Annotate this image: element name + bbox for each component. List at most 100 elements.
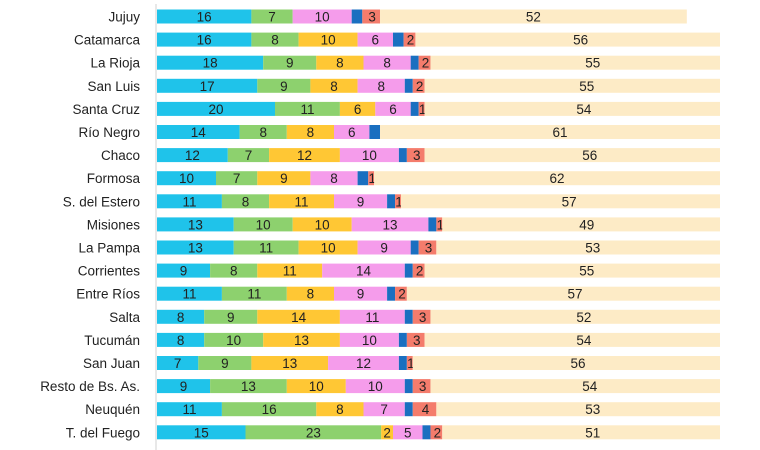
bar-segment [157, 240, 234, 255]
bar-segment [157, 125, 240, 139]
category-label: Corrientes [78, 264, 141, 279]
category-label: Tucumán [84, 333, 140, 348]
data-label: 3 [413, 333, 421, 348]
bar-segment [251, 32, 299, 47]
bar-segment [157, 171, 216, 186]
category-label: La Rioja [90, 56, 140, 71]
data-label: 8 [330, 171, 338, 186]
data-label: 15 [194, 425, 209, 440]
bar-segment [363, 402, 405, 417]
bar-segment [351, 217, 429, 232]
data-label: 10 [315, 217, 330, 232]
bar-segment [339, 101, 376, 116]
bar-segment [157, 9, 252, 24]
data-label: 55 [579, 79, 594, 94]
data-label: 13 [294, 333, 309, 348]
bar-segment [216, 171, 258, 186]
data-label: 56 [570, 356, 585, 371]
data-label: 1 [368, 171, 376, 186]
data-label: 56 [573, 33, 588, 48]
bar-segment [412, 309, 431, 324]
data-label: 9 [380, 241, 388, 256]
data-label: 9 [180, 379, 188, 394]
bar-segment [415, 32, 720, 47]
category-label: Misiones [87, 217, 141, 232]
data-label: 8 [177, 310, 185, 325]
bar-segment [375, 101, 411, 116]
category-label: Resto de Bs. As. [40, 379, 140, 394]
bar-segment [157, 425, 246, 440]
bar-segment [412, 356, 720, 370]
bar-segment [221, 402, 317, 417]
data-label: 9 [280, 79, 288, 94]
bar-segment [157, 194, 222, 209]
bar-segment [404, 263, 413, 278]
data-label: 54 [576, 333, 592, 348]
data-label: 10 [226, 333, 241, 348]
data-label: 17 [200, 79, 215, 94]
bar-segment [380, 125, 720, 139]
category-label: Chaco [101, 148, 140, 163]
bar-segment [257, 309, 340, 324]
data-label: 3 [368, 10, 376, 25]
data-label: 7 [380, 402, 388, 417]
bar-segment [210, 379, 287, 394]
bar-segment [387, 194, 396, 209]
data-label: 8 [336, 56, 344, 71]
bar-segment [269, 148, 340, 163]
data-label: 10 [256, 217, 271, 232]
data-label: 51 [585, 425, 600, 440]
bar-segment [198, 356, 252, 370]
bar-segment [424, 101, 720, 116]
data-label: 6 [372, 33, 380, 48]
data-label: 5 [404, 425, 412, 440]
category-label: San Juan [83, 356, 140, 371]
category-label: Entre Ríos [76, 287, 140, 302]
bar-segment [257, 171, 311, 186]
bar-segment [339, 148, 399, 163]
bar-segment [251, 9, 293, 24]
bar-segment [157, 217, 234, 232]
bar-segment [334, 194, 388, 209]
category-label: Neuquén [85, 402, 140, 417]
bar-segment [393, 32, 404, 47]
category-label: La Pampa [78, 241, 140, 256]
data-label: 14 [191, 125, 207, 140]
data-label: 52 [526, 10, 541, 25]
category-label: Río Negro [78, 125, 140, 140]
bar-segment [322, 263, 405, 278]
bar-segment [442, 217, 720, 232]
data-label: 13 [282, 356, 297, 371]
bar-segment [263, 55, 317, 70]
data-label: 49 [579, 217, 594, 232]
data-label: 55 [579, 264, 594, 279]
bar-segment [418, 55, 431, 70]
bar-segment [157, 309, 205, 324]
data-label: 11 [365, 310, 379, 325]
bar-segment [424, 148, 720, 163]
bar-segment [410, 101, 419, 116]
data-label: 12 [356, 356, 371, 371]
bar-segment [398, 356, 407, 370]
bar-segment [357, 32, 393, 47]
data-label: 1 [407, 356, 415, 371]
bar-segment [328, 356, 399, 370]
category-label: Jujuy [108, 10, 140, 25]
category-label: Salta [109, 310, 140, 325]
data-label: 16 [197, 33, 212, 48]
bar-segment [418, 240, 437, 255]
data-label: 53 [585, 402, 600, 417]
bar-segment [398, 332, 407, 347]
bar-segment [345, 379, 405, 394]
data-label: 16 [197, 10, 212, 25]
data-label: 3 [419, 310, 427, 325]
bar-segment [430, 379, 720, 394]
bar-segment [157, 263, 211, 278]
bar-segment [400, 194, 720, 209]
data-label: 6 [389, 102, 397, 117]
data-label: 9 [357, 194, 365, 209]
bar-segment [410, 240, 419, 255]
bar-segment [362, 9, 381, 24]
bar-segment [298, 240, 358, 255]
